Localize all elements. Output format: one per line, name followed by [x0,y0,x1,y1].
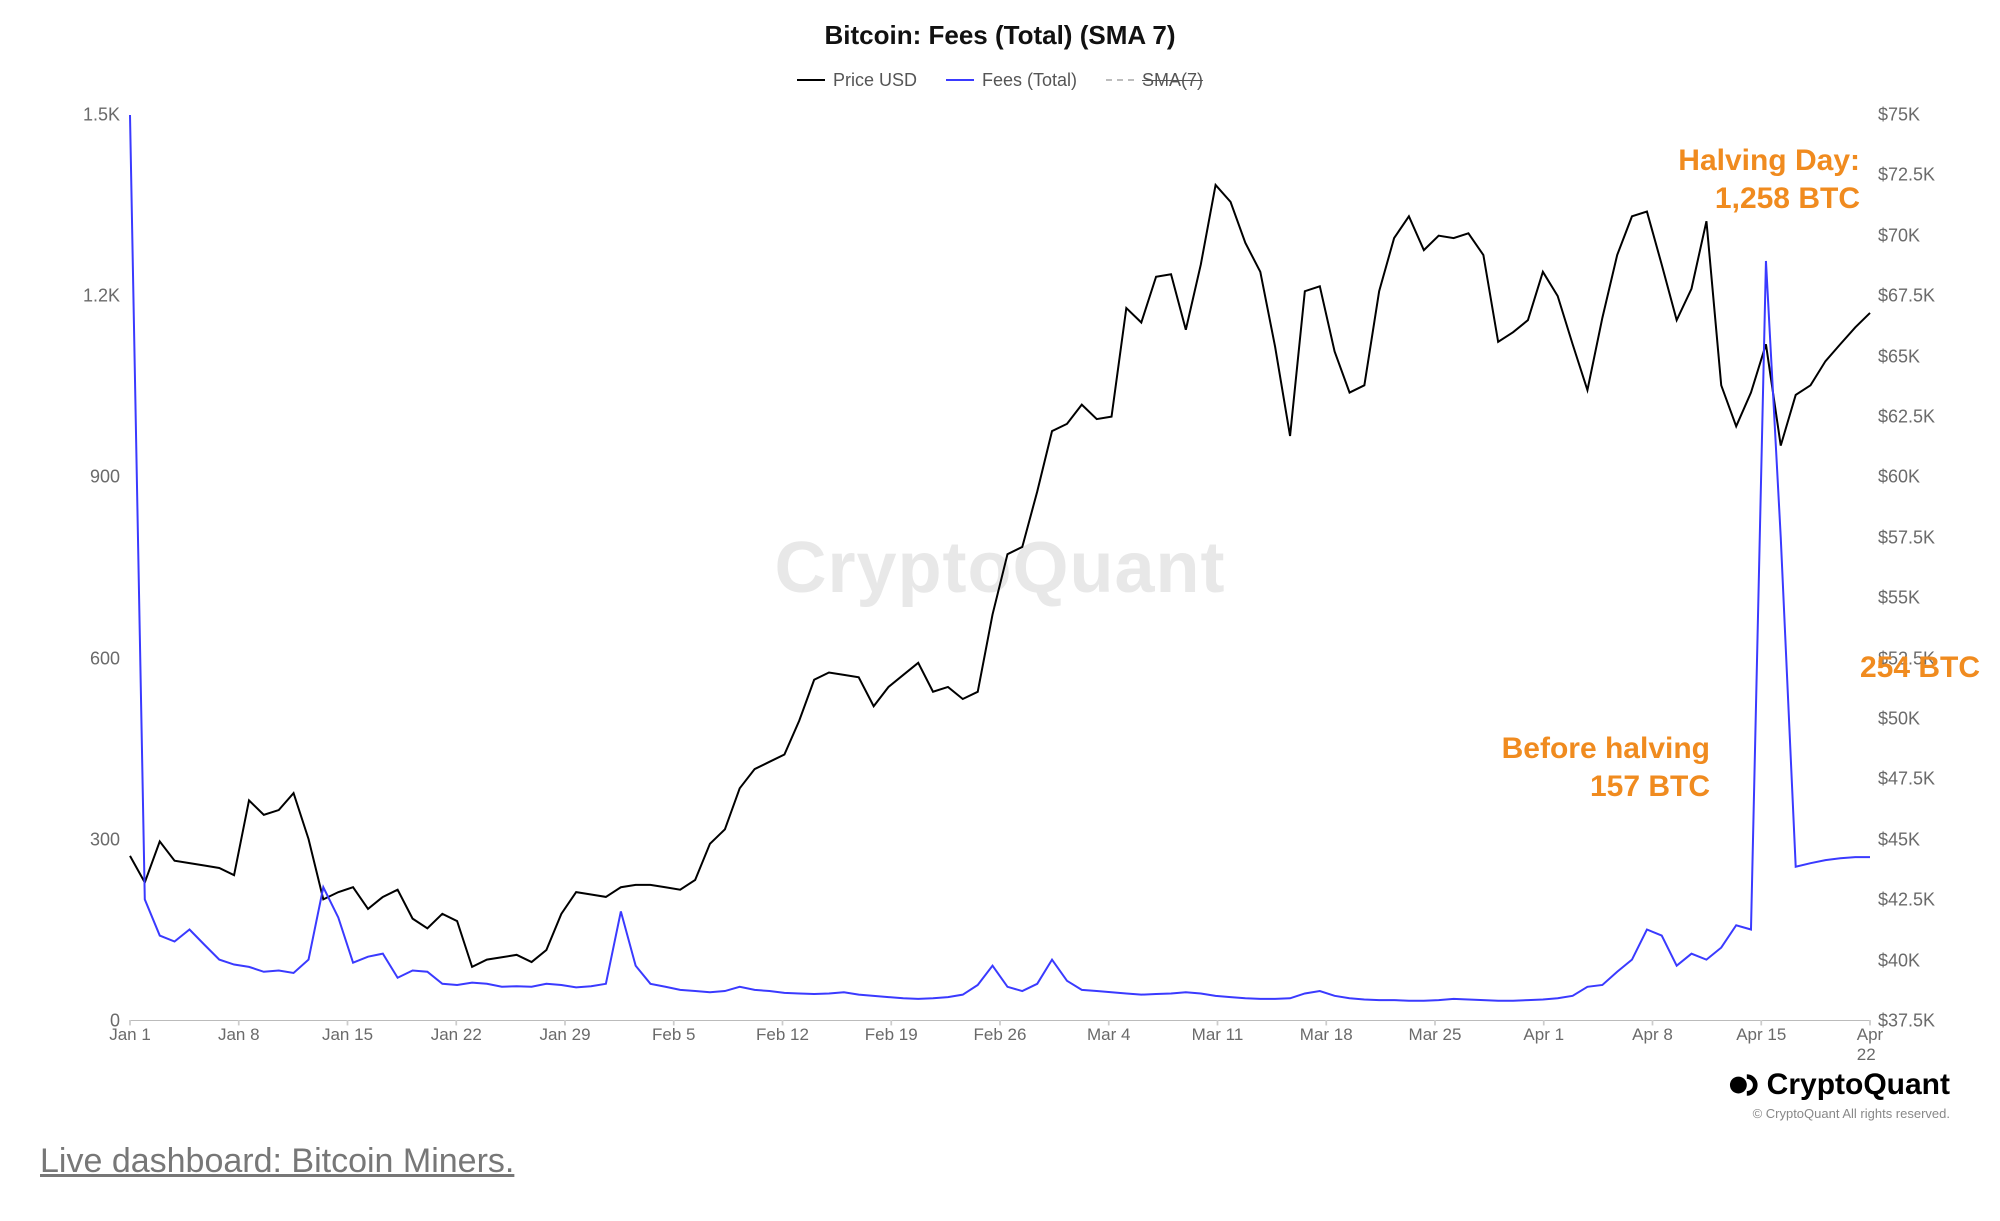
y-right-tick-label: $67.5K [1878,286,1960,307]
y-right-tick-label: $45K [1878,829,1960,850]
y-left-tick-label: 600 [40,648,120,669]
plot-area: CryptoQuant Halving Day:1,258 BTC Before… [130,115,1870,1021]
y-right-tick-label: $57.5K [1878,527,1960,548]
annotation-line: 1,258 BTC [1678,180,1860,218]
x-tick-label: Mar 25 [1409,1025,1462,1045]
brand-copyright: © CryptoQuant All rights reserved. [1729,1106,1950,1121]
annotation-line: 157 BTC [1502,768,1710,806]
x-tick-label: Jan 29 [539,1025,590,1045]
legend-item-sma: SMA(7) [1106,70,1203,91]
y-right-tick-label: $42.5K [1878,890,1960,911]
y-left-tick-label: 0 [40,1011,120,1032]
x-tick-label: Apr 8 [1632,1025,1673,1045]
legend-swatch [797,79,825,81]
y-right-tick-label: $55K [1878,588,1960,609]
x-tick-label: Apr 15 [1736,1025,1786,1045]
y-axis-left: 03006009001.2K1.5K [40,115,120,1021]
fees-line [130,115,1870,1001]
x-tick-label: Apr 1 [1523,1025,1564,1045]
brand-icon [1729,1070,1759,1100]
annotation-halving-day: Halving Day:1,258 BTC [1678,142,1860,217]
legend-swatch [946,79,974,81]
y-left-tick-label: 1.5K [40,105,120,126]
y-right-tick-label: $62.5K [1878,406,1960,427]
x-tick-label: Jan 1 [109,1025,151,1045]
x-tick-label: Apr 22 [1857,1025,1883,1065]
annotation-line: Before halving [1502,730,1710,768]
price-line [130,185,1870,967]
y-left-tick-label: 300 [40,829,120,850]
legend-swatch [1106,79,1134,81]
chart-svg [130,115,1870,1020]
annotation-line: Halving Day: [1678,142,1860,180]
y-right-tick-label: $50K [1878,708,1960,729]
brand-name: CryptoQuant [1767,1068,1950,1102]
y-left-tick-label: 900 [40,467,120,488]
y-axis-right: $37.5K$40K$42.5K$45K$47.5K$50K$52.5K$55K… [1878,115,1960,1021]
y-right-tick-label: $70K [1878,225,1960,246]
x-tick-label: Mar 11 [1192,1025,1244,1045]
x-tick-label: Jan 22 [431,1025,482,1045]
legend-item-fees: Fees (Total) [946,70,1077,91]
chart-container: 03006009001.2K1.5K $37.5K$40K$42.5K$45K$… [40,115,1960,1061]
x-tick-label: Mar 4 [1087,1025,1130,1045]
x-axis: Jan 1Jan 8Jan 15Jan 22Jan 29Feb 5Feb 12F… [130,1025,1870,1061]
x-tick-label: Feb 19 [865,1025,918,1045]
legend-label: Price USD [833,70,917,91]
y-right-tick-label: $47.5K [1878,769,1960,790]
annotation-before-halving: Before halving157 BTC [1502,730,1710,805]
x-tick-label: Jan 8 [218,1025,260,1045]
x-tick-label: Feb 5 [652,1025,695,1045]
x-tick-label: Mar 18 [1300,1025,1353,1045]
annotation-after-value: 254 BTC [1860,649,1980,687]
brand-block: CryptoQuant © CryptoQuant All rights res… [1729,1068,1950,1121]
y-right-tick-label: $37.5K [1878,1011,1960,1032]
y-left-tick-label: 1.2K [40,286,120,307]
y-right-tick-label: $60K [1878,467,1960,488]
live-dashboard-link[interactable]: Live dashboard: Bitcoin Miners. [40,1142,514,1181]
chart-title: Bitcoin: Fees (Total) (SMA 7) [0,0,2000,51]
y-right-tick-label: $65K [1878,346,1960,367]
legend-label: SMA(7) [1142,70,1203,91]
legend: Price USD Fees (Total) SMA(7) [0,65,2000,91]
x-tick-label: Jan 15 [322,1025,373,1045]
legend-label: Fees (Total) [982,70,1077,91]
y-right-tick-label: $40K [1878,950,1960,971]
x-tick-label: Feb 26 [974,1025,1027,1045]
x-tick-label: Feb 12 [756,1025,809,1045]
y-right-tick-label: $72.5K [1878,165,1960,186]
legend-item-price: Price USD [797,70,917,91]
y-right-tick-label: $75K [1878,105,1960,126]
annotation-line: 254 BTC [1860,649,1980,687]
